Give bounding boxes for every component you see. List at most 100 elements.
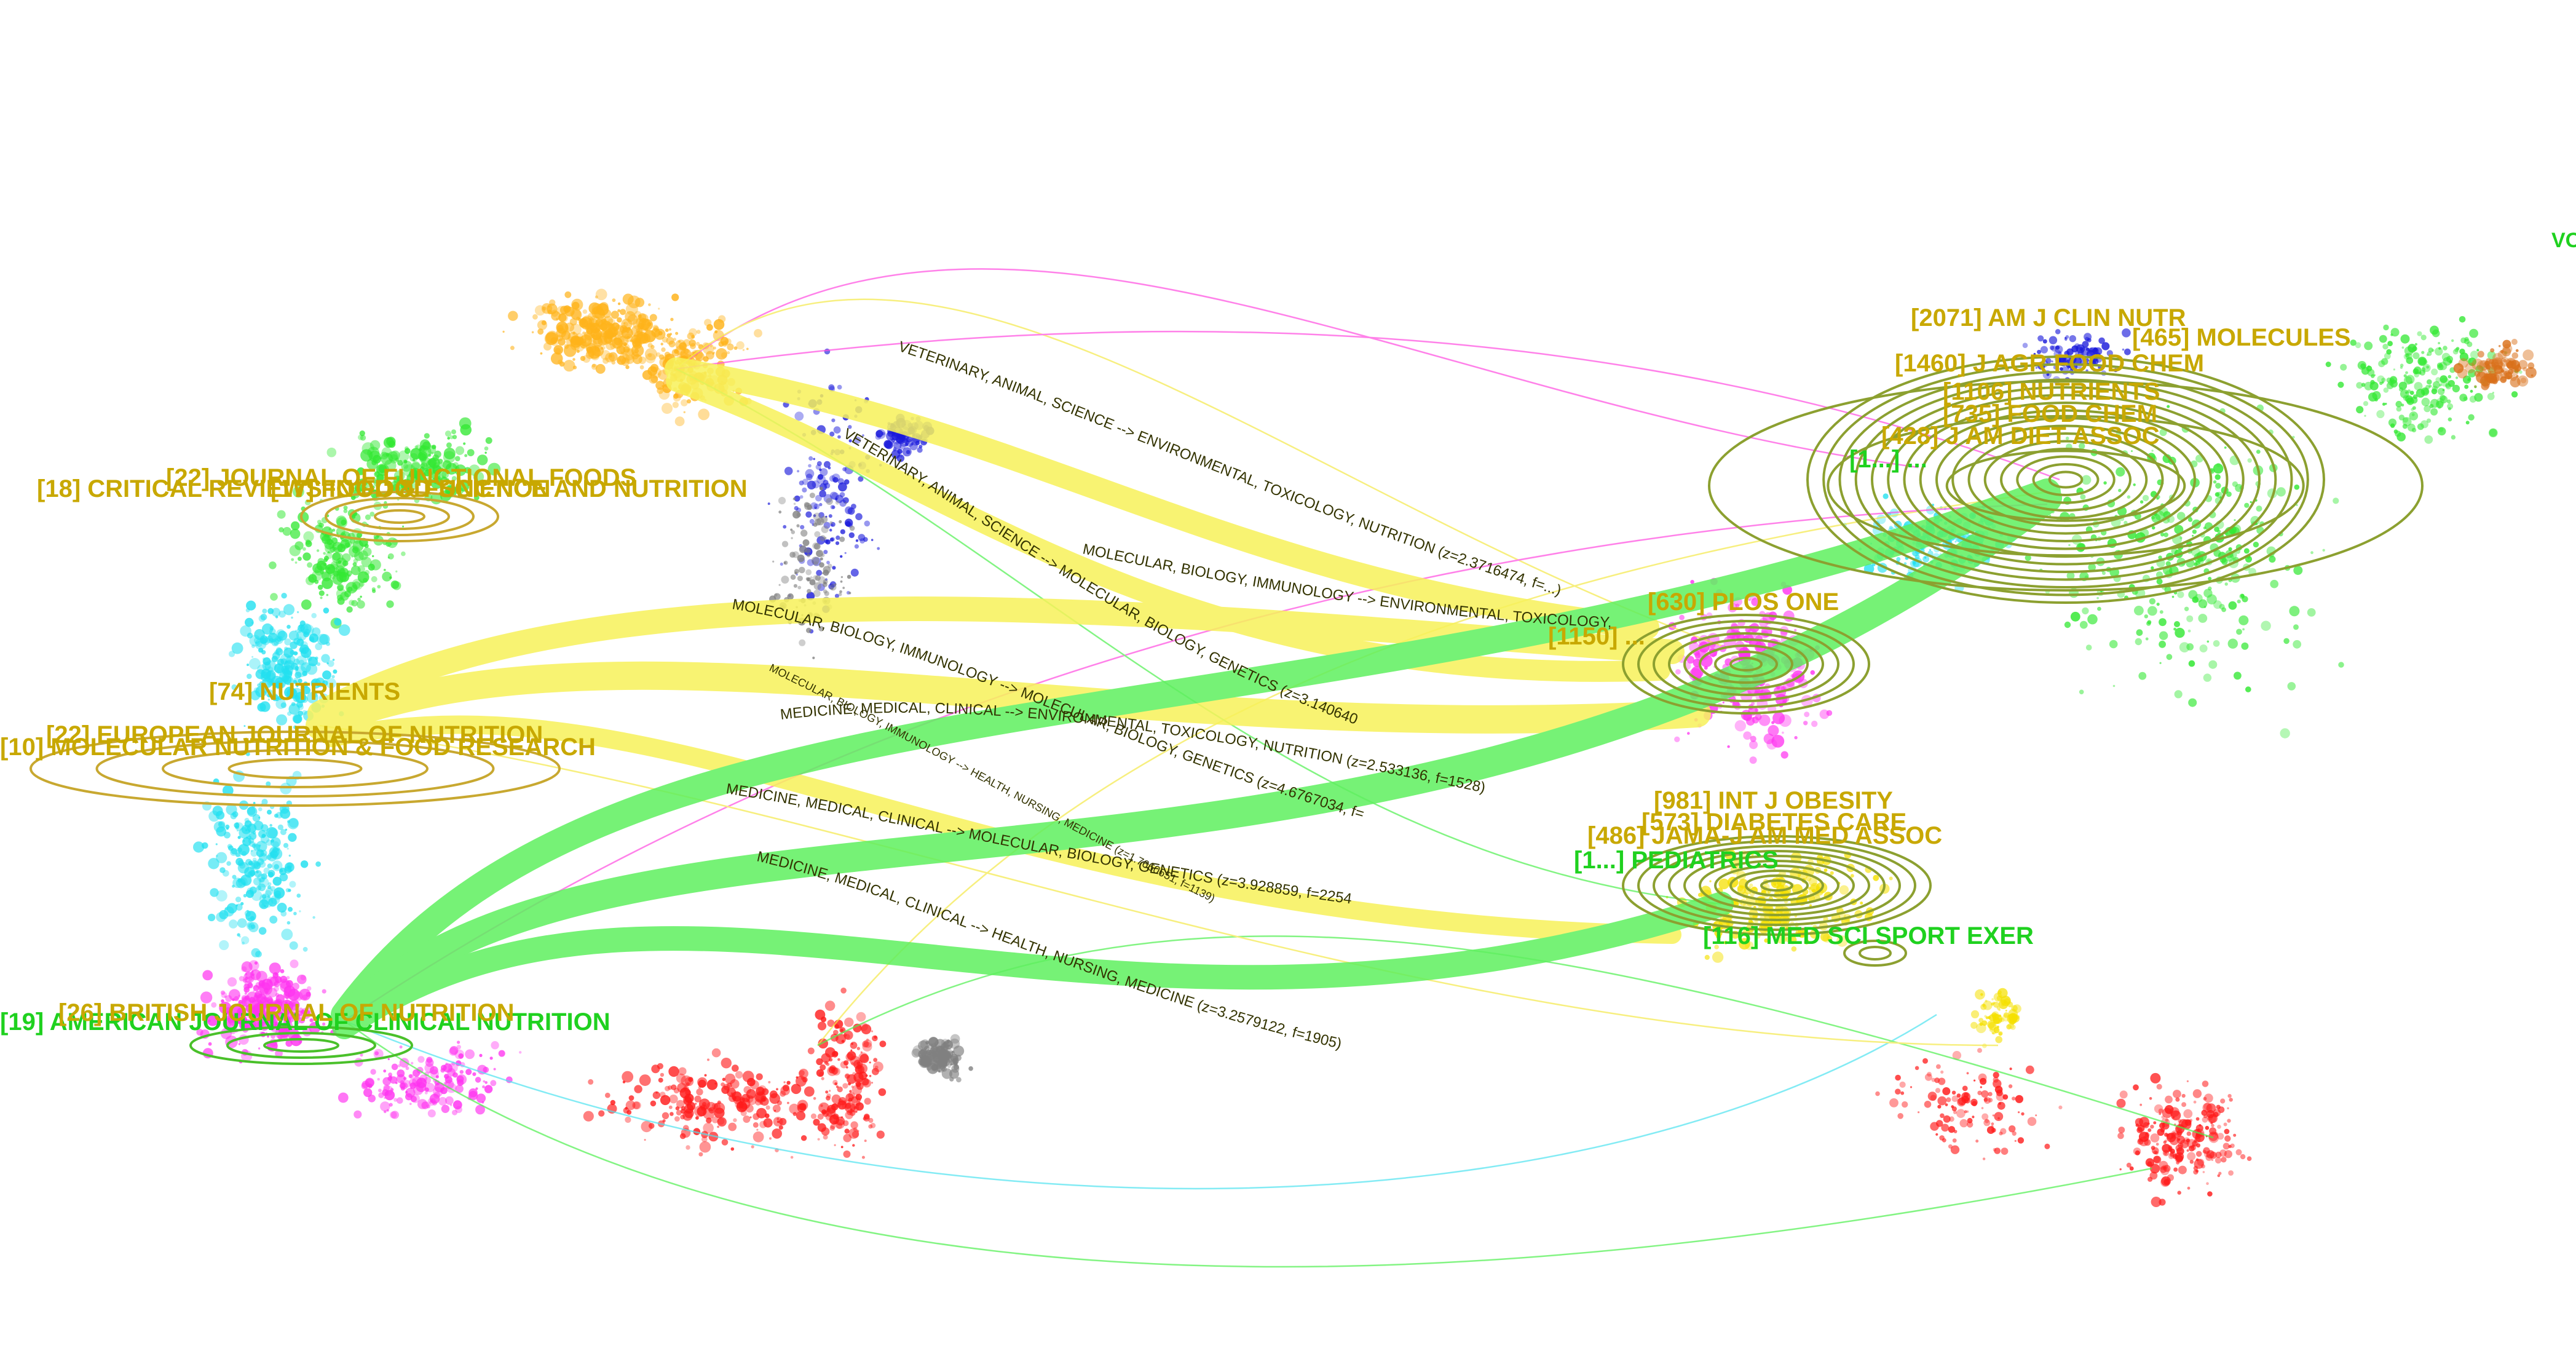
scatter-dot: [2156, 603, 2160, 606]
scatter-dot: [244, 818, 250, 823]
scatter-dot: [251, 621, 254, 624]
scatter-dot: [2151, 515, 2155, 520]
scatter-dot: [1937, 1104, 1942, 1109]
scatter-dot: [269, 823, 273, 827]
scatter-dot: [332, 528, 336, 532]
scatter-dot: [799, 639, 806, 646]
scatter-dot: [1922, 1058, 1928, 1064]
scatter-dot: [1935, 1088, 1941, 1093]
scatter-dot: [706, 1101, 716, 1112]
scatter-dot: [2269, 555, 2276, 563]
scatter-dot: [272, 1007, 277, 1012]
scatter-dot: [821, 1127, 830, 1136]
scatter-dot: [2177, 591, 2184, 598]
scatter-dot: [1994, 1026, 1999, 1032]
scatter-dot: [643, 330, 656, 343]
scatter-dot: [658, 354, 665, 360]
scatter-dot: [1819, 709, 1830, 719]
scatter-dot: [2150, 1072, 2161, 1084]
scatter-dot: [854, 544, 859, 549]
scatter-dot: [309, 636, 315, 642]
scatter-dot: [238, 994, 240, 997]
scatter-dot: [865, 1074, 868, 1077]
scatter-dot: [1895, 1074, 1901, 1081]
scatter-dot: [855, 1102, 864, 1111]
scatter-dot: [2246, 1156, 2252, 1161]
scatter-dot: [660, 1095, 671, 1106]
scatter-dot: [432, 1100, 437, 1106]
scatter-dot: [550, 352, 563, 365]
scatter-dot: [2085, 644, 2092, 651]
scatter-dot: [318, 523, 324, 528]
scatter-dot: [951, 1064, 960, 1073]
scatter-dot: [1951, 1105, 1954, 1109]
scatter-dot: [826, 497, 833, 505]
scatter-dot: [556, 335, 563, 342]
scatter-dot: [828, 384, 835, 391]
scatter-dot: [463, 442, 466, 445]
scatter-dot: [1991, 998, 1994, 1000]
scatter-dot: [2486, 364, 2491, 370]
scatter-dot: [405, 1066, 409, 1071]
scatter-dot: [823, 581, 827, 585]
scatter-dot: [241, 966, 247, 972]
scatter-dot: [559, 306, 569, 315]
scatter-dot: [1972, 1115, 1975, 1119]
scatter-dot: [248, 922, 259, 932]
scatter-dot: [411, 1061, 414, 1065]
scatter-dot: [2009, 1068, 2012, 1071]
scatter-dot: [234, 822, 240, 828]
scatter-dot: [813, 512, 821, 521]
scatter-dot: [432, 462, 444, 474]
scatter-dot: [308, 574, 317, 583]
scatter-dot: [2188, 698, 2197, 707]
scatter-dot: [547, 303, 558, 315]
scatter-dot: [2227, 638, 2238, 649]
scatter-dot: [679, 1133, 686, 1139]
scatter-dot: [327, 568, 330, 570]
scatter-dot: [794, 571, 797, 574]
scatter-dot: [871, 539, 874, 541]
scatter-dot: [813, 458, 815, 461]
scatter-dot: [802, 539, 810, 546]
scatter-dot: [2195, 1151, 2202, 1157]
scatter-dot: [327, 660, 334, 667]
scatter-dot: [2189, 1160, 2194, 1164]
scatter-dot: [356, 533, 362, 538]
scatter-dot: [2163, 1165, 2171, 1172]
scatter-dot: [283, 842, 289, 848]
scatter-dot: [1996, 1089, 2003, 1096]
scatter-dot: [581, 315, 595, 328]
scatter-dot: [610, 344, 616, 350]
scatter-dot: [727, 343, 734, 351]
scatter-dot: [245, 890, 255, 898]
scatter-dot: [387, 1058, 390, 1060]
scatter-dot: [401, 461, 413, 472]
scatter-dot: [315, 656, 318, 660]
scatter-dot: [293, 677, 299, 683]
scatter-dot: [2203, 1147, 2210, 1154]
scatter-dot: [2220, 1098, 2226, 1104]
scatter-dot: [622, 1071, 634, 1083]
scatter-dot: [941, 1066, 947, 1072]
scatter-dot: [1860, 901, 1863, 905]
scatter-dot: [2146, 621, 2151, 626]
scatter-dot: [664, 351, 671, 358]
scatter-dot: [267, 809, 272, 815]
scatter-dot: [838, 1097, 847, 1106]
scatter-dot: [628, 1095, 634, 1101]
scatter-dot: [2448, 407, 2451, 411]
scatter-dot: [296, 611, 299, 614]
scatter-dot: [809, 493, 815, 499]
scatter-dot: [2363, 401, 2369, 406]
scatter-dot: [717, 315, 726, 323]
scatter-dot: [231, 848, 237, 855]
scatter-dot: [2409, 411, 2419, 421]
scatter-dot: [2193, 1100, 2197, 1104]
scatter-dot: [2175, 627, 2185, 638]
scatter-dot: [284, 670, 293, 679]
scatter-dot: [2270, 579, 2278, 588]
scatter-dot: [2417, 331, 2422, 336]
scatter-dot: [2224, 446, 2227, 449]
scatter-dot: [645, 353, 656, 363]
